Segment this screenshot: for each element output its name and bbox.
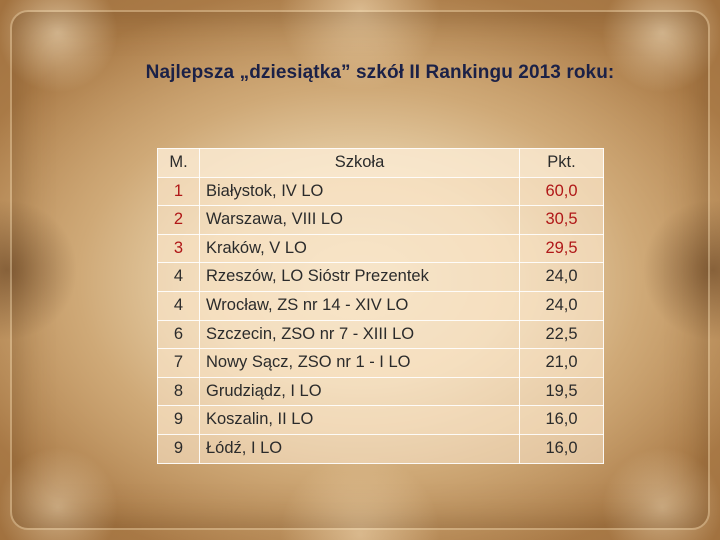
table-row: 9 Koszalin, II LO 16,0: [157, 405, 604, 435]
points-cell: 16,0: [519, 405, 604, 435]
rank-cell: 3: [157, 233, 200, 264]
rank-cell: 2: [157, 205, 200, 235]
school-cell: Wrocław, ZS nr 14 - XIV LO: [199, 290, 520, 321]
table-row: 8 Grudziądz, I LO 19,5: [157, 376, 604, 407]
table-row: 6 Szczecin, ZSO nr 7 - XIII LO 22,5: [157, 319, 604, 350]
school-cell: Białystok, IV LO: [199, 176, 520, 207]
rank-cell: 6: [157, 319, 200, 350]
points-cell: 21,0: [519, 348, 604, 378]
rank-cell: 4: [157, 262, 200, 292]
points-cell: 16,0: [519, 433, 604, 464]
school-cell: Nowy Sącz, ZSO nr 1 - I LO: [199, 348, 520, 378]
rank-cell: 9: [157, 433, 200, 464]
rank-cell: 7: [157, 348, 200, 378]
points-cell: 24,0: [519, 262, 604, 292]
table-row: 4 Rzeszów, LO Sióstr Prezentek 24,0: [157, 262, 604, 292]
points-cell: 30,5: [519, 205, 604, 235]
points-cell: 19,5: [519, 376, 604, 407]
rank-cell: 8: [157, 376, 200, 407]
points-cell: 24,0: [519, 290, 604, 321]
table-row: 2 Warszawa, VIII LO 30,5: [157, 205, 604, 235]
rank-cell: 1: [157, 176, 200, 207]
table-row: 9 Łódź, I LO 16,0: [157, 433, 604, 464]
table-row: 1 Białystok, IV LO 60,0: [157, 176, 604, 207]
school-cell: Kraków, V LO: [199, 233, 520, 264]
school-cell: Warszawa, VIII LO: [199, 205, 520, 235]
school-cell: Grudziądz, I LO: [199, 376, 520, 407]
table-row: 4 Wrocław, ZS nr 14 - XIV LO 24,0: [157, 290, 604, 321]
header-rank: M.: [157, 148, 200, 178]
school-cell: Koszalin, II LO: [199, 405, 520, 435]
table-row: 7 Nowy Sącz, ZSO nr 1 - I LO 21,0: [157, 348, 604, 378]
rank-cell: 4: [157, 290, 200, 321]
school-cell: Szczecin, ZSO nr 7 - XIII LO: [199, 319, 520, 350]
points-cell: 22,5: [519, 319, 604, 350]
points-cell: 60,0: [519, 176, 604, 207]
header-points: Pkt.: [519, 148, 604, 178]
ranking-table-container: M. Szkoła Pkt. 1 Białystok, IV LO 60,0 2…: [157, 148, 604, 464]
rank-cell: 9: [157, 405, 200, 435]
table-header-row: M. Szkoła Pkt.: [157, 148, 604, 178]
points-cell: 29,5: [519, 233, 604, 264]
school-cell: Łódź, I LO: [199, 433, 520, 464]
ranking-table: M. Szkoła Pkt. 1 Białystok, IV LO 60,0 2…: [157, 148, 604, 464]
slide-title: Najlepsza „dziesiątka” szkół II Rankingu…: [145, 62, 615, 83]
frame-border: [10, 10, 710, 530]
table-row: 3 Kraków, V LO 29,5: [157, 233, 604, 264]
header-school: Szkoła: [199, 148, 520, 178]
school-cell: Rzeszów, LO Sióstr Prezentek: [199, 262, 520, 292]
